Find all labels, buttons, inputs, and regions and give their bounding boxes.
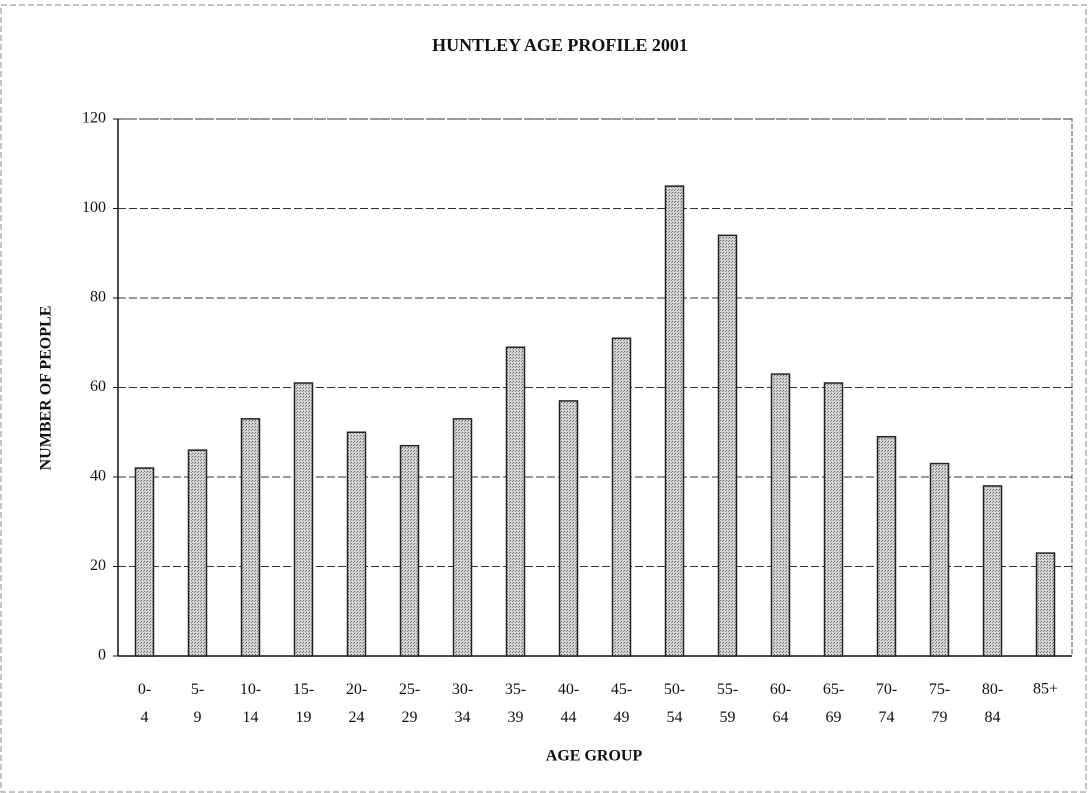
bar	[558, 400, 579, 657]
x-tick-line: 9	[194, 709, 202, 726]
bar	[664, 185, 685, 657]
x-tick-label: 15- 19	[293, 681, 314, 726]
x-axis-label: AGE GROUP	[546, 748, 643, 765]
x-tick-label: 70- 74	[876, 681, 897, 726]
x-tick-line: 34	[455, 709, 471, 726]
x-tick-label: 40- 44	[558, 681, 579, 726]
y-tick-label: 0	[98, 647, 106, 664]
x-tick-label: 25- 29	[399, 681, 420, 726]
bar	[611, 337, 632, 657]
bar	[876, 435, 897, 657]
y-tick-label: 100	[82, 199, 106, 216]
x-tick-line: 80-	[982, 681, 1003, 698]
x-tick-label: 35- 39	[505, 681, 526, 726]
x-tick-label: 80- 84	[982, 681, 1003, 726]
x-tick-line: 64	[773, 709, 789, 726]
x-tick-label: 30- 34	[452, 681, 473, 726]
y-axis-label: NUMBER OF PEOPLE	[38, 306, 55, 471]
x-tick-label: 85+	[1033, 681, 1058, 698]
x-tick-line: 14	[243, 709, 259, 726]
x-tick-line: 74	[879, 709, 895, 726]
x-tick-line: 24	[349, 709, 365, 726]
x-tick-line: 75-	[929, 681, 950, 698]
x-tick-line: 25-	[399, 681, 420, 698]
x-tick-label: 45- 49	[611, 681, 632, 726]
bar	[717, 234, 738, 657]
bar	[134, 467, 155, 657]
x-tick-line: 40-	[558, 681, 579, 698]
bar	[1035, 552, 1056, 657]
x-tick-label: 5- 9	[191, 681, 204, 726]
chart-border	[0, 4, 1087, 793]
x-tick-line: 15-	[293, 681, 314, 698]
x-tick-line: 39	[508, 709, 524, 726]
bar	[346, 431, 367, 657]
x-tick-label: 10- 14	[240, 681, 261, 726]
bar	[240, 418, 261, 657]
x-tick-line: 35-	[505, 681, 526, 698]
x-tick-line: 30-	[452, 681, 473, 698]
x-tick-line: 44	[561, 709, 577, 726]
x-tick-line: 54	[667, 709, 683, 726]
x-tick-line: 49	[614, 709, 630, 726]
x-tick-label: 50- 54	[664, 681, 685, 726]
x-tick-line: 50-	[664, 681, 685, 698]
bar	[982, 485, 1003, 657]
bar	[187, 449, 208, 657]
y-tick-label: 40	[90, 468, 106, 485]
x-tick-line: 65-	[823, 681, 844, 698]
x-tick-label: 65- 69	[823, 681, 844, 726]
bar	[823, 382, 844, 657]
x-tick-line: 69	[826, 709, 842, 726]
x-tick-line: 29	[402, 709, 418, 726]
x-tick-line: 60-	[770, 681, 791, 698]
bar	[505, 346, 526, 657]
bar	[399, 444, 420, 657]
x-tick-label: 0- 4	[138, 681, 151, 726]
x-tick-line: 20-	[346, 681, 367, 698]
y-tick-label: 120	[82, 110, 106, 127]
x-tick-label: 75- 79	[929, 681, 950, 726]
bar	[452, 418, 473, 657]
x-tick-line: 10-	[240, 681, 261, 698]
x-tick-line: 5-	[191, 681, 204, 698]
x-tick-line: 59	[720, 709, 736, 726]
bar	[293, 382, 314, 657]
x-tick-line: 4	[141, 709, 149, 726]
bar	[929, 462, 950, 657]
x-tick-line: 84	[985, 709, 1001, 726]
x-tick-line: 70-	[876, 681, 897, 698]
chart-title: HUNTLEY AGE PROFILE 2001	[432, 35, 688, 55]
x-tick-line: 45-	[611, 681, 632, 698]
y-tick-label: 60	[90, 378, 106, 395]
y-tick-label: 80	[90, 289, 106, 306]
x-tick-line: 79	[932, 709, 948, 726]
x-tick-line: 19	[296, 709, 312, 726]
x-tick-label: 20- 24	[346, 681, 367, 726]
y-tick-label: 20	[90, 557, 106, 574]
x-tick-line: 0-	[138, 681, 151, 698]
bar	[770, 373, 791, 657]
x-tick-label: 60- 64	[770, 681, 791, 726]
x-tick-label: 55- 59	[717, 681, 738, 726]
x-tick-line: 55-	[717, 681, 738, 698]
